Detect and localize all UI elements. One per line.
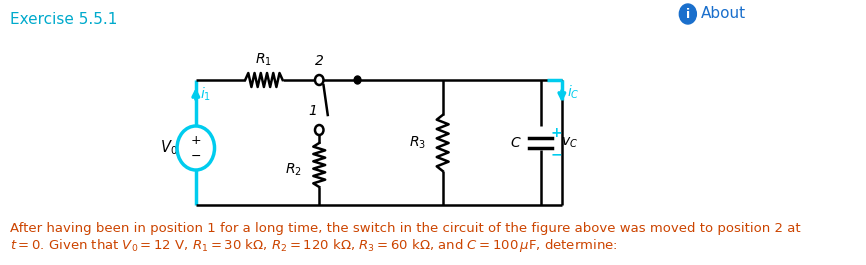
Text: About: About — [701, 7, 746, 21]
Text: 2: 2 — [315, 54, 324, 68]
Text: +: + — [191, 135, 201, 148]
Text: $C$: $C$ — [510, 136, 522, 150]
Text: 1: 1 — [308, 104, 317, 118]
Text: −: − — [550, 147, 562, 161]
Text: −: − — [191, 149, 201, 162]
Text: $v_C$: $v_C$ — [561, 136, 578, 150]
Text: $R_1$: $R_1$ — [255, 52, 272, 68]
Text: +: + — [550, 126, 562, 140]
Text: $R_2$: $R_2$ — [286, 162, 302, 178]
Text: $i_1$: $i_1$ — [200, 85, 211, 103]
Text: $V_0$: $V_0$ — [159, 139, 178, 157]
Text: After having been in position 1 for a long time, the switch in the circuit of th: After having been in position 1 for a lo… — [10, 222, 801, 235]
Circle shape — [354, 76, 361, 84]
Text: $t = 0$. Given that $V_0 = 12$ V, $R_1 = 30$ kΩ, $R_2 = 120$ kΩ, $R_3 = 60$ kΩ, : $t = 0$. Given that $V_0 = 12$ V, $R_1 =… — [10, 237, 617, 254]
Text: $R_3$: $R_3$ — [409, 135, 426, 151]
Circle shape — [679, 4, 696, 24]
Text: Exercise 5.5.1: Exercise 5.5.1 — [10, 12, 118, 27]
Text: $i_C$: $i_C$ — [567, 83, 579, 101]
Text: i: i — [686, 8, 690, 21]
